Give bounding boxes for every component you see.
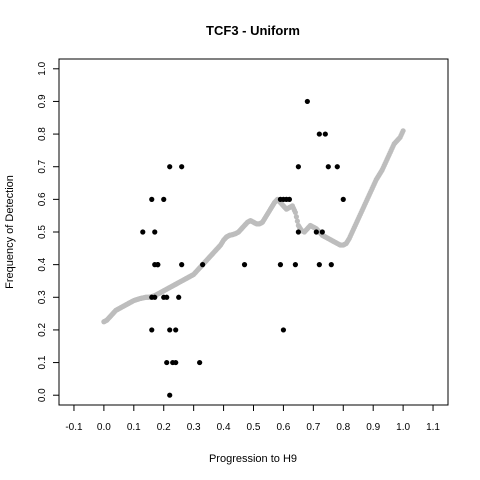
y-tick-label: 0.1 (37, 355, 48, 369)
trend-point (294, 218, 300, 224)
y-tick-label: 0.8 (37, 127, 48, 141)
data-point (164, 359, 170, 366)
trend-point (400, 128, 406, 134)
data-point (197, 359, 203, 366)
data-point (167, 392, 173, 398)
y-tick-label: 0.0 (37, 388, 48, 402)
x-tick-label: 0.2 (157, 422, 171, 433)
data-point (340, 196, 346, 202)
x-tick-label: 0.5 (247, 422, 261, 433)
chart-title: TCF3 - Uniform (206, 23, 300, 38)
data-point (167, 327, 173, 333)
data-point (152, 294, 158, 300)
y-tick-label: 0.7 (37, 159, 48, 173)
x-tick-label: 0.6 (276, 422, 290, 433)
x-tick-label: -0.1 (65, 422, 83, 433)
x-tick-label: 0.0 (97, 422, 111, 433)
data-point (149, 196, 155, 202)
data-point (280, 327, 287, 333)
data-point (295, 229, 301, 235)
data-point (176, 294, 182, 300)
x-tick-label: 0.9 (366, 422, 380, 433)
data-point (173, 327, 179, 333)
x-tick-label: 0.8 (336, 422, 350, 433)
data-point (167, 164, 173, 170)
y-tick-label: 0.6 (37, 192, 48, 206)
trend-point (292, 209, 298, 216)
plot-frame (58, 58, 449, 406)
data-point (179, 262, 185, 268)
data-point (140, 229, 146, 235)
data-point (334, 164, 340, 170)
data-point (325, 164, 331, 170)
data-point (149, 327, 155, 333)
points-series (140, 98, 346, 398)
data-point (179, 164, 185, 170)
x-tick-label: 1.0 (396, 422, 410, 433)
data-point (173, 359, 179, 366)
data-point (313, 229, 319, 235)
y-tick-label: 0.4 (37, 257, 48, 271)
trend-point (293, 214, 299, 220)
data-point (316, 262, 322, 268)
data-point (241, 262, 248, 268)
y-axis-label: Frequency of Detection (4, 175, 16, 289)
x-tick-label: 0.3 (187, 422, 201, 433)
data-point (292, 262, 298, 268)
x-tick-label: 0.1 (127, 422, 141, 433)
data-point (304, 98, 310, 105)
y-axis: 0.0 0.1 0.2 0.3 0.4 0.5 0.6 0.7 0.8 0.9 1.0 (37, 61, 59, 402)
x-axis-label: Progression to H9 (209, 453, 297, 465)
data-point (152, 229, 158, 235)
data-point (322, 131, 328, 137)
data-point (319, 229, 325, 235)
y-tick-label: 0.5 (37, 225, 48, 239)
x-tick-label: 0.7 (306, 422, 320, 433)
data-point (161, 196, 167, 202)
data-point (155, 262, 161, 268)
data-point (277, 262, 284, 268)
y-tick-label: 1.0 (37, 61, 48, 75)
x-tick-label: 1.1 (426, 422, 440, 433)
y-tick-label: 0.2 (37, 323, 48, 337)
data-point (295, 164, 301, 170)
trend-series (101, 128, 406, 325)
y-tick-label: 0.9 (37, 94, 48, 108)
x-axis: -0.1 0.0 0.1 0.2 0.3 0.4 0.5 0.6 0.7 0.8 0.9 1.0 1.1 (65, 405, 440, 433)
y-tick-label: 0.3 (37, 290, 48, 304)
data-point (164, 294, 170, 300)
data-point (200, 262, 206, 268)
data-point (316, 131, 322, 137)
data-point (328, 262, 334, 268)
data-point (286, 196, 293, 202)
x-tick-label: 0.4 (217, 422, 231, 433)
